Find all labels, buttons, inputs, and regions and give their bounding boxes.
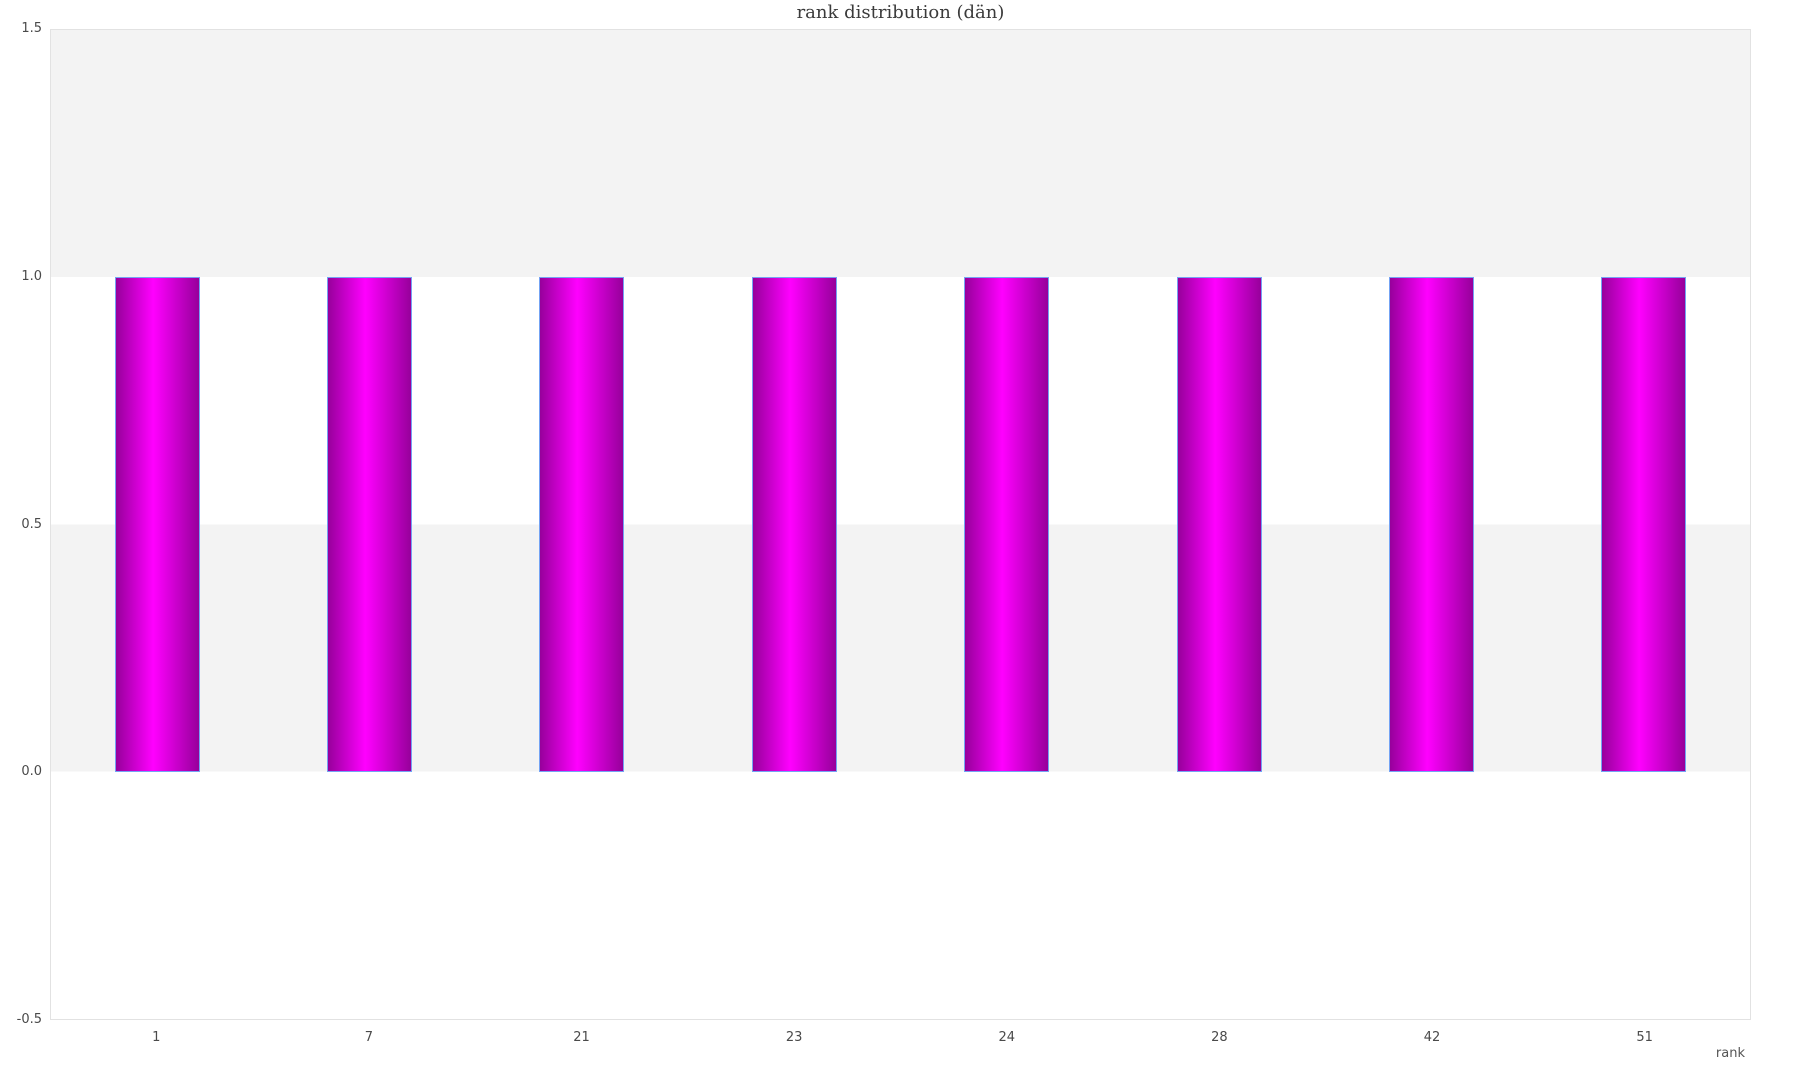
bar-slot	[1325, 30, 1537, 1019]
bar-slot	[476, 30, 688, 1019]
x-tick-label: 23	[785, 1030, 803, 1045]
x-tick-label: 42	[1423, 1030, 1441, 1045]
x-tick-label: 21	[573, 1030, 590, 1045]
bar	[964, 276, 1050, 773]
plot-area	[50, 29, 1751, 1020]
bar-slot	[1538, 30, 1750, 1019]
bar	[539, 276, 625, 773]
y-tick-label: 1.5	[21, 21, 42, 36]
bar	[1601, 276, 1687, 773]
y-tick-label: 0.0	[21, 764, 42, 780]
bar	[327, 276, 413, 773]
x-axis-ticks: 1 7 21 23 24 28 42 51	[50, 1030, 1751, 1045]
bar	[1176, 276, 1262, 773]
bar-slot	[901, 30, 1113, 1019]
x-tick-label: 28	[1211, 1030, 1228, 1045]
chart-title: rank distribution (dän)	[796, 2, 1005, 23]
bar-slot	[1113, 30, 1325, 1019]
bar	[114, 276, 200, 773]
bars-row	[51, 30, 1750, 1019]
bar-slot	[51, 30, 263, 1019]
y-tick-label: 0.5	[21, 516, 42, 532]
x-axis-label: rank	[1715, 1046, 1745, 1061]
x-tick-label: 7	[364, 1030, 374, 1045]
bar-slot	[263, 30, 475, 1019]
bar-slot	[688, 30, 900, 1019]
x-tick-label: 51	[1636, 1030, 1653, 1045]
bar	[1388, 276, 1474, 773]
bar	[751, 276, 837, 773]
x-tick-label: 24	[998, 1030, 1016, 1045]
x-tick-label: 1	[152, 1030, 161, 1045]
y-tick-label: 1.0	[21, 268, 42, 284]
y-tick-label: -0.5	[16, 1012, 42, 1027]
